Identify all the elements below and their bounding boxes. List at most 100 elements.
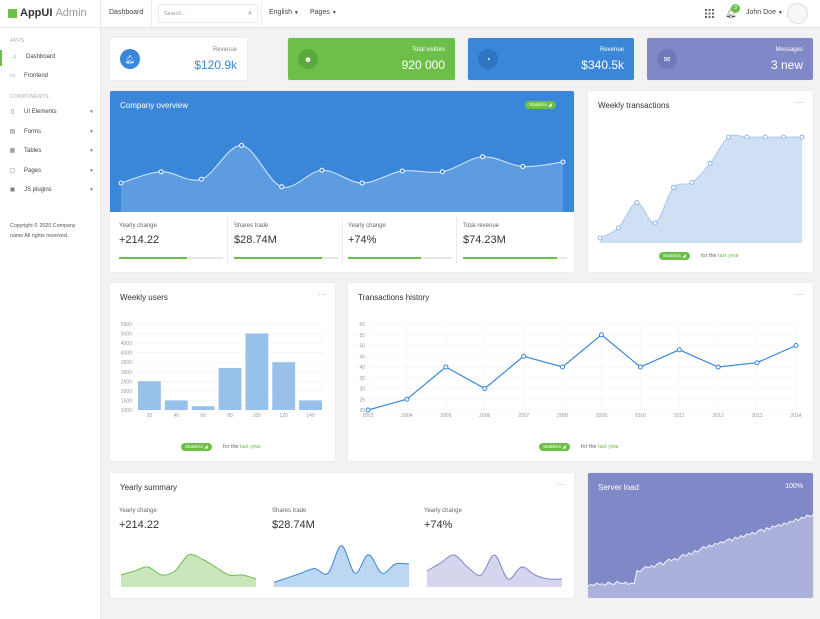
chart-series-line bbox=[367, 333, 797, 411]
x-tick-label: 20 bbox=[147, 413, 153, 419]
sidebar-item-ui-elements[interactable]: ▯ UI Elements ▼ bbox=[0, 105, 101, 121]
users-icon: ☻ bbox=[298, 49, 318, 69]
last-year-link[interactable]: last year bbox=[718, 253, 739, 259]
server-load-value: 100% bbox=[785, 483, 803, 490]
notification-badge: 3 bbox=[731, 4, 740, 13]
search-box[interactable]: Search... ⌕ bbox=[158, 4, 258, 23]
section-title-components: COMPONENTS bbox=[10, 94, 49, 100]
x-tick-label: 100 bbox=[253, 413, 262, 419]
stat-value: +74% bbox=[348, 234, 377, 246]
more-icon[interactable]: ··· bbox=[796, 290, 804, 299]
tables-icon: ▦ bbox=[9, 148, 16, 154]
x-tick-label: 120 bbox=[280, 413, 289, 419]
statistics-badge[interactable]: Statistics ◢ bbox=[181, 443, 212, 451]
y-tick-label: 30 bbox=[359, 387, 365, 393]
apps-grid-icon[interactable] bbox=[705, 9, 714, 18]
stat-card-revenue-2: ◔ Revenue $340.5k bbox=[468, 38, 634, 80]
stat-card-revenue: 🔔︎ Revenue $120.9k bbox=[110, 38, 247, 80]
more-icon[interactable]: ··· bbox=[557, 480, 565, 489]
more-icon[interactable]: ··· bbox=[796, 98, 804, 107]
progress-fill bbox=[119, 257, 187, 259]
more-icon[interactable]: ··· bbox=[318, 290, 326, 299]
copyright-text: Copyright © 2020 Company name All rights… bbox=[10, 223, 76, 239]
sidebar: AppUI Admin APPS ⌂ Dashboard ▭ Frontend … bbox=[0, 0, 101, 619]
stat-card-messages: ✉ Messages 3 new bbox=[647, 38, 813, 80]
summary-label: Yearly change bbox=[119, 508, 157, 514]
sidebar-item-forms[interactable]: ▤ Forms ▼ bbox=[0, 125, 101, 141]
chart-point bbox=[399, 168, 405, 174]
avatar[interactable] bbox=[787, 3, 808, 24]
card-title: Server load bbox=[598, 483, 639, 492]
chart-area-fill bbox=[427, 554, 562, 587]
bar bbox=[218, 367, 242, 410]
brand-logo[interactable]: AppUI Admin bbox=[0, 0, 101, 28]
y-tick-label: 55 bbox=[359, 333, 365, 339]
yearly-summary-card: Yearly summary ··· Yearly change +214.22… bbox=[110, 473, 574, 598]
chart-series-line bbox=[120, 144, 564, 188]
card-title: Yearly summary bbox=[120, 483, 178, 492]
chart-point bbox=[615, 225, 621, 231]
page-title[interactable]: Dashboard bbox=[109, 9, 144, 16]
y-tick-label: 5500 bbox=[121, 322, 132, 328]
x-tick-label: 40 bbox=[174, 413, 180, 419]
y-tick-label: 3000 bbox=[121, 370, 132, 376]
user-name: John Doe bbox=[746, 9, 776, 16]
bar bbox=[191, 406, 215, 410]
sidebar-item-dashboard[interactable]: ⌂ Dashboard bbox=[0, 50, 101, 66]
y-tick-label: 3500 bbox=[121, 360, 132, 366]
caret-down-icon: ▼ bbox=[777, 10, 783, 16]
chart-point bbox=[676, 347, 682, 353]
y-tick-label: 50 bbox=[359, 344, 365, 350]
sidebar-item-frontend[interactable]: ▭ Frontend bbox=[0, 69, 101, 85]
badge-label: Statistics bbox=[529, 102, 548, 107]
chart-area-fill bbox=[600, 135, 802, 243]
summary-value: +214.22 bbox=[119, 519, 160, 531]
x-tick-label: 2003 bbox=[362, 413, 373, 419]
chart-point bbox=[118, 180, 124, 186]
chart-point bbox=[198, 176, 204, 182]
sidebar-item-js-plugins[interactable]: ▣ JS plugins ▼ bbox=[0, 183, 101, 199]
statistics-badge[interactable]: Statistics ◢ bbox=[525, 101, 556, 109]
last-year-link[interactable]: last year bbox=[240, 444, 261, 450]
x-tick-label: 2011 bbox=[674, 413, 685, 419]
statistics-badge[interactable]: Statistics ◢ bbox=[539, 443, 570, 451]
x-tick-label: 2009 bbox=[596, 413, 607, 419]
progress-bar bbox=[119, 257, 223, 259]
pages-dropdown[interactable]: Pages ▼ bbox=[310, 9, 337, 16]
progress-bar bbox=[463, 257, 567, 259]
chart-series-line bbox=[273, 545, 410, 583]
sidebar-item-tables[interactable]: ▦ Tables ▼ bbox=[0, 144, 101, 160]
search-icon[interactable]: ⌕ bbox=[248, 10, 252, 17]
footnote: for the last year bbox=[581, 444, 619, 450]
y-tick-label: 2500 bbox=[121, 379, 132, 385]
user-menu[interactable]: John Doe ▼ bbox=[746, 9, 783, 16]
last-year-link[interactable]: last year bbox=[598, 444, 619, 450]
x-tick-label: 2014 bbox=[790, 413, 801, 419]
language-dropdown[interactable]: English ▼ bbox=[269, 9, 299, 16]
chart-point bbox=[443, 364, 449, 370]
card-title: Transactions history bbox=[358, 293, 430, 302]
progress-fill bbox=[234, 257, 323, 259]
search-input[interactable]: Search... bbox=[164, 11, 187, 17]
chart-point bbox=[637, 364, 643, 370]
x-tick-label: 2013 bbox=[752, 413, 763, 419]
badge-label: Statistics bbox=[543, 444, 562, 449]
monitor-icon: ▭ bbox=[9, 73, 16, 79]
bar bbox=[299, 400, 322, 410]
stat-label: Yearly change bbox=[119, 223, 157, 229]
chart-point bbox=[707, 160, 713, 166]
caret-down-icon: ▼ bbox=[293, 10, 299, 16]
bar bbox=[164, 400, 188, 410]
stat-label: Messages bbox=[775, 47, 803, 53]
bell-icon[interactable]: 🔔︎ bbox=[725, 8, 737, 18]
weekly-transactions-chart bbox=[597, 134, 805, 243]
sidebar-item-pages[interactable]: ▢ Pages ▼ bbox=[0, 164, 101, 180]
js-plugins-icon: ▣ bbox=[9, 187, 16, 193]
x-tick-label: 2005 bbox=[440, 413, 451, 419]
chart-point bbox=[781, 134, 787, 140]
y-tick-label: 25 bbox=[359, 397, 365, 403]
stat-label: Shares trade bbox=[234, 223, 269, 229]
chart-point bbox=[715, 364, 721, 370]
sidebar-item-label: Pages bbox=[24, 168, 42, 174]
statistics-badge[interactable]: Statistics ◢ bbox=[659, 252, 690, 260]
